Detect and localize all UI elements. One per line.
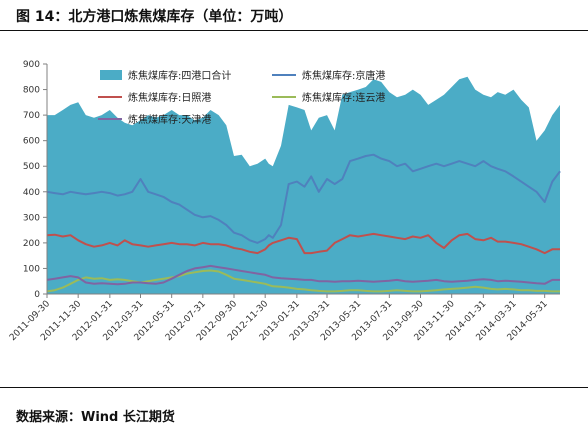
legend-label-2: 炼焦煤库存:日照港 (128, 91, 211, 104)
y-tick-label: 600 (23, 137, 40, 147)
y-tick-label: 900 (23, 60, 40, 70)
y-tick-label: 100 (23, 264, 40, 274)
chart-title: 图 14：北方港口炼焦煤库存（单位：万吨） (16, 9, 293, 25)
legend-swatch-0 (100, 70, 122, 80)
bottom-divider (0, 387, 588, 388)
series-line-3 (46, 269, 560, 293)
y-tick-label: 700 (23, 111, 40, 121)
legend-label-0: 炼焦煤库存:四港口合计 (128, 69, 231, 82)
series-line-4 (46, 264, 560, 286)
legend-label-1: 炼焦煤库存:京唐港 (302, 69, 385, 82)
legend-label-3: 炼焦煤库存:连云港 (302, 91, 385, 104)
top-divider (0, 30, 588, 31)
y-tick-label: 400 (23, 188, 40, 198)
plot-area (46, 76, 561, 294)
y-tick-label: 0 (34, 290, 40, 300)
y-tick-label: 500 (23, 162, 40, 172)
chart-svg: 01002003004005006007008009002011-09-3020… (8, 60, 561, 343)
y-tick-label: 300 (23, 213, 40, 223)
series-line-2 (46, 232, 560, 255)
series-line-1 (46, 153, 561, 244)
y-tick-label: 800 (23, 86, 40, 96)
y-tick-label: 200 (23, 239, 40, 249)
source-note: 数据来源：Wind 长江期货 (16, 410, 175, 425)
legend-label-4: 炼焦煤库存:天津港 (128, 113, 211, 126)
